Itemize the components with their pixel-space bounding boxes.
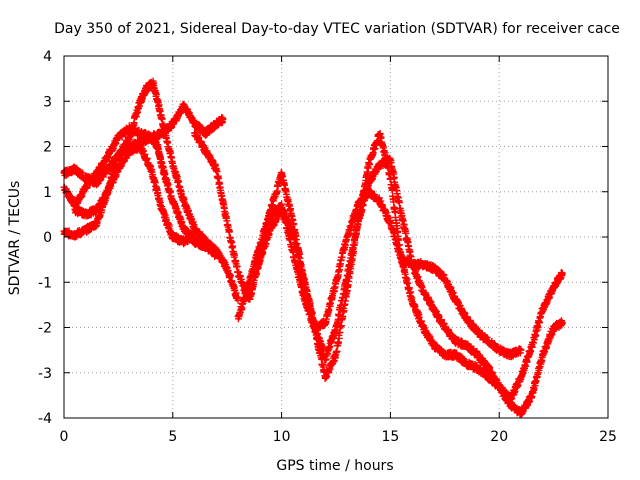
x-tick-label: 0	[60, 429, 69, 445]
data-points	[60, 77, 566, 419]
chart-title: Day 350 of 2021, Sidereal Day-to-day VTE…	[54, 21, 620, 37]
data-point	[234, 296, 242, 304]
series-s4	[71, 100, 227, 220]
